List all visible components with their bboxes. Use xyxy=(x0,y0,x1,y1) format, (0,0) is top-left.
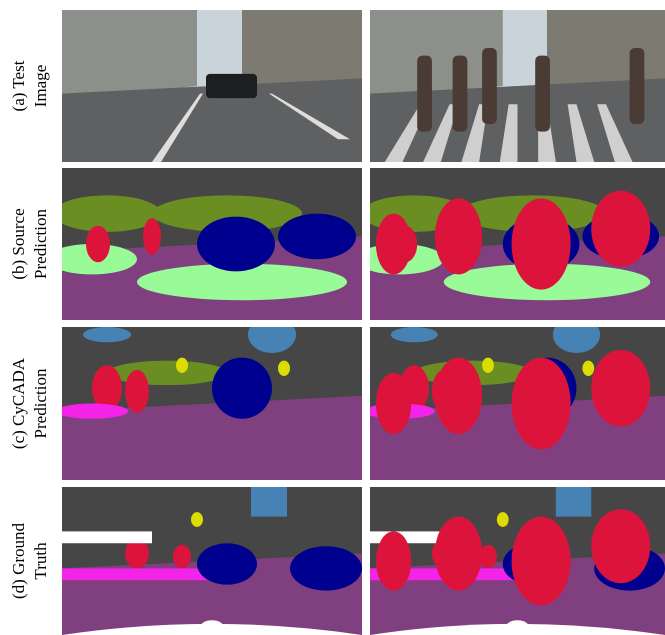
segment xyxy=(125,538,149,569)
row-label: Truth xyxy=(31,542,50,580)
segment xyxy=(212,357,272,419)
segment xyxy=(278,213,356,260)
segment xyxy=(62,78,362,162)
segment xyxy=(375,531,412,591)
segment xyxy=(248,327,296,354)
segment xyxy=(137,263,347,301)
segment xyxy=(125,369,149,413)
segment xyxy=(152,195,302,232)
pedestrian xyxy=(417,55,432,132)
segment xyxy=(434,516,483,591)
segment xyxy=(62,403,128,419)
segment xyxy=(191,512,203,527)
pedestrian xyxy=(535,55,550,132)
curb xyxy=(370,531,459,544)
segment xyxy=(597,104,633,162)
segment xyxy=(434,357,483,435)
panel xyxy=(370,168,665,320)
segment xyxy=(152,93,203,162)
segment xyxy=(173,544,191,569)
sky xyxy=(555,487,592,517)
panel xyxy=(62,327,362,480)
pedestrian xyxy=(482,48,497,124)
segment xyxy=(482,357,494,373)
car xyxy=(206,73,257,99)
segment xyxy=(62,10,197,102)
segment xyxy=(479,544,497,569)
pedestrian xyxy=(452,55,468,132)
segment xyxy=(591,509,651,584)
segment xyxy=(582,360,595,376)
segment xyxy=(92,365,122,412)
segment xyxy=(197,216,275,272)
panel xyxy=(62,168,362,320)
curb xyxy=(62,531,152,544)
panel xyxy=(370,327,665,480)
panel xyxy=(62,487,362,635)
row-label: Image xyxy=(31,65,50,107)
segment xyxy=(496,512,509,527)
segment xyxy=(62,395,362,480)
segment xyxy=(290,546,362,591)
pedestrian xyxy=(629,48,645,124)
segment xyxy=(375,213,412,275)
segment xyxy=(375,372,412,435)
segment xyxy=(62,195,161,232)
segment xyxy=(143,218,161,255)
segment xyxy=(434,198,483,275)
hood xyxy=(370,623,665,635)
hood xyxy=(62,623,362,635)
segment xyxy=(499,104,518,162)
segment xyxy=(591,349,651,427)
segment xyxy=(197,543,257,585)
segment xyxy=(511,516,571,606)
segment xyxy=(370,10,503,102)
panel xyxy=(62,10,362,162)
row-label: (a) Test xyxy=(9,60,28,111)
sidewalk xyxy=(62,568,212,581)
segment xyxy=(552,327,601,354)
row-label: Prediction xyxy=(31,209,50,279)
segment xyxy=(107,360,227,386)
segment xyxy=(511,198,571,290)
segment xyxy=(242,10,362,102)
segment xyxy=(390,327,438,343)
segment xyxy=(83,327,131,343)
row-label: (d) Ground xyxy=(9,522,28,599)
row-label: (c) CyCADA xyxy=(9,357,28,449)
segment xyxy=(591,190,651,267)
segment xyxy=(176,357,188,373)
segment xyxy=(461,104,488,162)
sky xyxy=(251,487,287,517)
row-label: Prediction xyxy=(31,368,50,438)
segment xyxy=(86,225,110,263)
segment xyxy=(269,93,350,140)
panel xyxy=(370,10,665,162)
segment xyxy=(567,104,595,162)
segment xyxy=(511,357,571,450)
panel xyxy=(370,487,665,635)
row-label: (b) Source xyxy=(9,208,28,279)
segment xyxy=(278,360,290,376)
segment xyxy=(423,104,459,162)
